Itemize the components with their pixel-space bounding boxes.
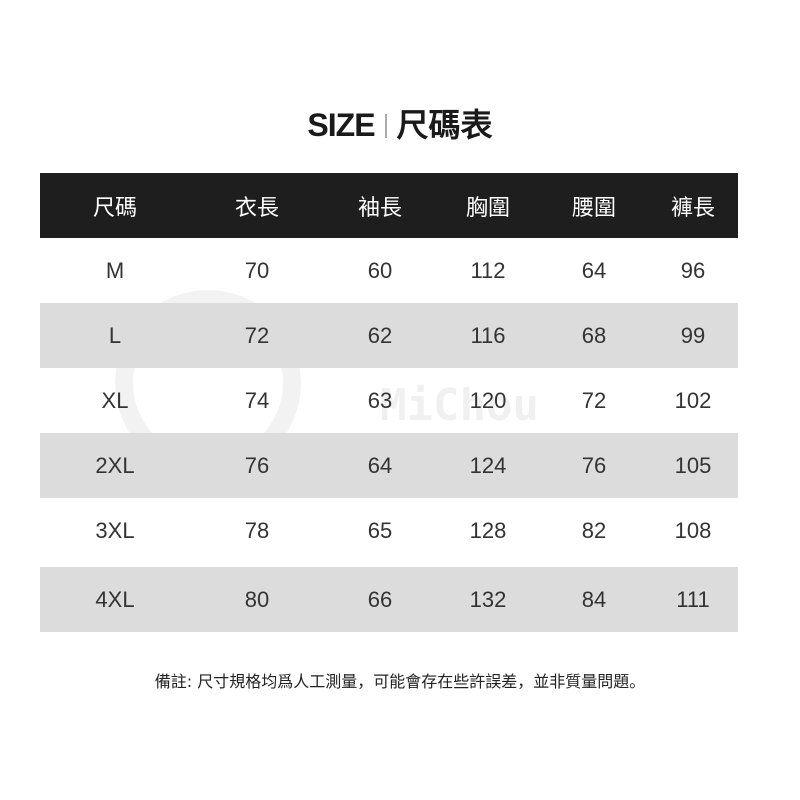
table-cell: 80: [244, 586, 270, 612]
table-cell: 66: [367, 586, 393, 612]
header-length: 衣長: [234, 195, 279, 221]
table-cell: XL: [101, 387, 129, 413]
table-cell: 4XL: [95, 586, 135, 612]
table-cell: M: [105, 257, 125, 283]
table-cell: 116: [470, 322, 506, 348]
table-cell: 132: [469, 586, 507, 612]
header-chest: 胸圍: [465, 195, 510, 221]
title-en: SIZE: [307, 107, 375, 143]
table-cell: 64: [367, 452, 393, 478]
page-title: SIZE 尺碼表: [0, 100, 800, 146]
table-cell: 68: [581, 322, 607, 348]
table-cell: L: [108, 322, 122, 348]
header-size: 尺碼: [92, 195, 137, 221]
table-cell: 76: [581, 452, 607, 478]
note: 備註: 尺寸規格均爲人工測量，可能會存在些許誤差，並非質量問題。: [154, 672, 646, 691]
table-cell: 72: [581, 387, 607, 413]
table-cell: 63: [367, 387, 393, 413]
table-cell: 105: [674, 452, 712, 478]
header-sleeve: 袖長: [357, 195, 402, 221]
title-divider: [384, 114, 387, 138]
table-cell: 60: [367, 257, 393, 283]
table-cell: 76: [244, 452, 270, 478]
title-zh: 尺碼表: [396, 106, 493, 144]
table-cell: 96: [680, 257, 706, 283]
table-cell: 64: [581, 257, 607, 283]
table-cell: 2XL: [95, 452, 135, 478]
table-header: 尺碼 衣長 袖長 胸圍 腰圍 褲長: [40, 173, 738, 238]
header-waist: 腰圍: [571, 195, 616, 221]
table-cell: 84: [581, 586, 607, 612]
table-cell: 128: [469, 517, 507, 543]
table-cell: 72: [244, 322, 270, 348]
table-cell: 111: [676, 586, 710, 612]
table-row: 3XL 78 65 128 82 108: [40, 498, 738, 563]
table-row: 2XL 76 64 124 76 105: [40, 433, 738, 498]
table-cell: 124: [469, 452, 507, 478]
table-cell: 82: [581, 517, 607, 543]
table-cell: 74: [244, 387, 270, 413]
table-cell: 78: [244, 517, 270, 543]
table-row: L 72 62 116 68 99: [40, 303, 738, 368]
table-row: 4XL 80 66 132 84 111: [40, 567, 738, 632]
table-cell: 108: [674, 517, 712, 543]
table-cell: 65: [367, 517, 393, 543]
size-table: 尺碼 衣長 袖長 胸圍 腰圍 褲長 M 70 60 112 64 96 L 72 62 116 68…: [40, 173, 738, 632]
table-cell: 112: [470, 257, 506, 283]
table-cell: 70: [244, 257, 270, 283]
table-cell: 62: [367, 322, 393, 348]
table-row: M 70 60 112 64 96: [40, 238, 738, 303]
table-cell: 3XL: [95, 517, 135, 543]
table-row: XL 74 63 120 72 102: [40, 368, 738, 433]
header-pants-length: 褲長: [670, 195, 715, 221]
table-cell: 120: [469, 387, 507, 413]
table-cell: 99: [680, 322, 706, 348]
table-cell: 102: [674, 387, 712, 413]
